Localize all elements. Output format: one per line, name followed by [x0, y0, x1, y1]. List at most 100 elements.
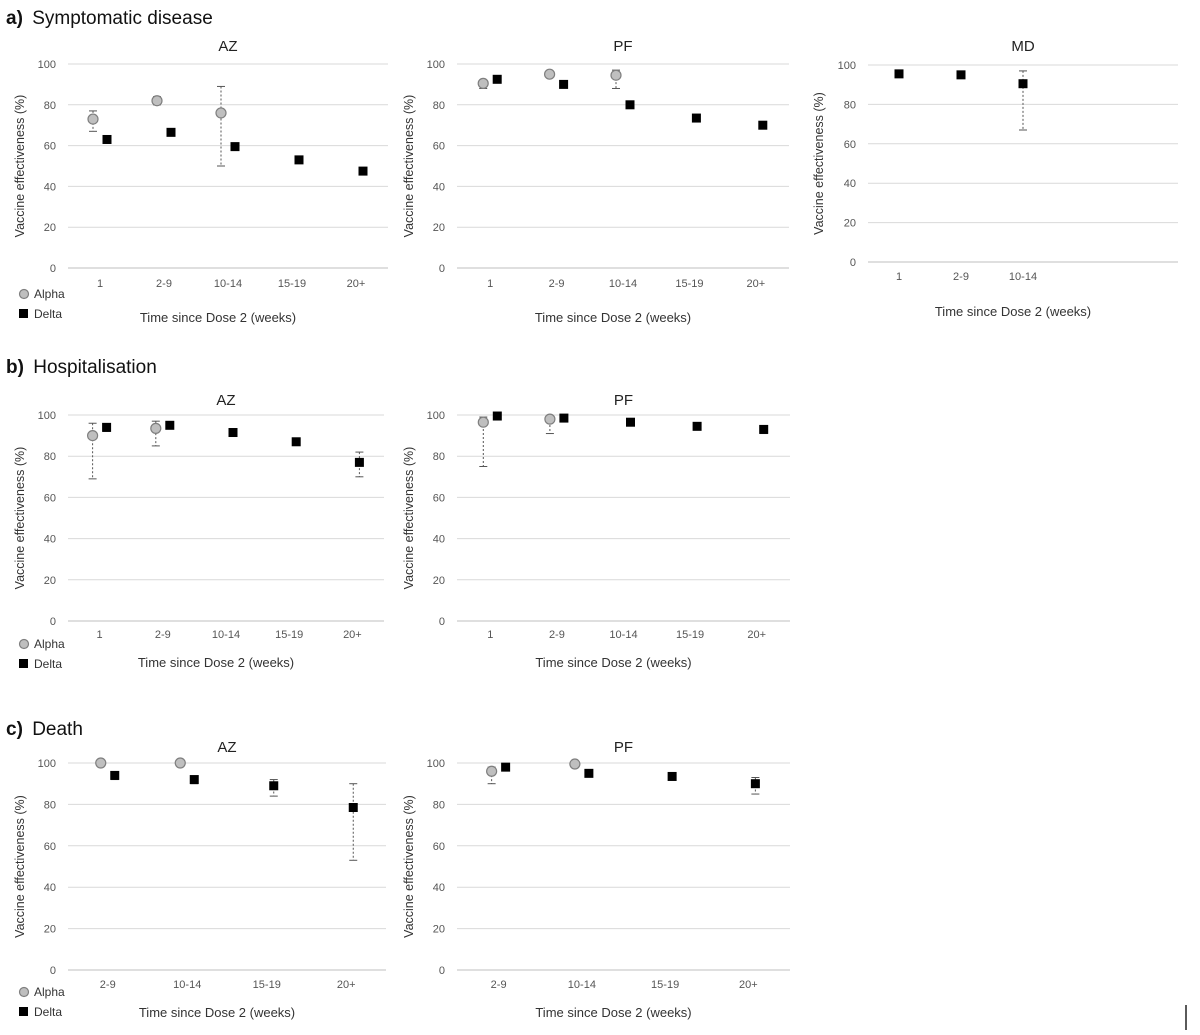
section-title-a: Symptomatic disease — [32, 8, 213, 29]
section-heading-b: b) Hospitalisation — [6, 357, 157, 378]
section-title-b: Hospitalisation — [33, 357, 157, 378]
data-point-alpha — [543, 68, 556, 80]
y-axis-label: Vaccine effectiveness (%) — [13, 795, 27, 938]
y-tick-label: 60 — [44, 141, 56, 153]
x-tick-label: 10-14 — [173, 979, 201, 991]
x-axis-label: Time since Dose 2 (weeks) — [535, 310, 691, 325]
data-point-delta — [110, 770, 120, 780]
y-tick-label: 0 — [50, 263, 56, 275]
data-point-delta — [559, 413, 569, 423]
x-tick-label: 2-9 — [549, 278, 565, 290]
y-tick-label: 60 — [844, 139, 856, 151]
y-tick-label: 80 — [44, 799, 56, 811]
x-tick-label: 2-9 — [156, 278, 172, 290]
data-point-delta — [625, 100, 635, 110]
x-tick-label: 15-19 — [675, 278, 703, 290]
x-tick-label: 10-14 — [609, 278, 637, 290]
y-tick-label: 60 — [44, 492, 56, 504]
y-tick-label: 20 — [433, 924, 445, 936]
x-tick-label: 10-14 — [568, 979, 596, 991]
legend-label: Delta — [34, 1005, 62, 1019]
y-tick-label: 100 — [427, 758, 445, 770]
data-point-alpha — [150, 422, 162, 434]
legend-label: Alpha — [34, 985, 65, 999]
chart-title: AZ — [216, 392, 235, 409]
y-tick-label: 80 — [433, 451, 445, 463]
y-tick-label: 60 — [433, 492, 445, 504]
chart-panel-2: 0 20 40 60 80 100 1 2-9 10-14 MD Vaccine effective… — [812, 38, 1178, 319]
section-letter-a: a) — [6, 8, 23, 29]
y-tick-label: 80 — [844, 99, 856, 111]
y-tick-label: 100 — [427, 410, 445, 422]
x-tick-label: 20+ — [343, 629, 362, 641]
data-point-delta — [584, 768, 594, 778]
data-point-delta — [228, 428, 238, 438]
data-point-delta — [354, 457, 364, 467]
y-tick-label: 40 — [433, 882, 445, 894]
y-tick-label: 40 — [44, 181, 56, 193]
y-tick-label: 20 — [44, 575, 56, 587]
data-point-delta — [667, 771, 677, 781]
y-tick-label: 0 — [439, 965, 445, 977]
x-axis-label: Time since Dose 2 (weeks) — [535, 1005, 691, 1020]
data-point-delta — [626, 417, 635, 427]
section-heading-c: c) Death — [6, 719, 83, 740]
x-tick-label: 2-9 — [953, 271, 969, 283]
chart-panel-6: 0 20 40 60 80 100 2-9 10-14 15-19 20+ PF Vaccine ef… — [402, 739, 790, 1020]
data-point-delta — [501, 762, 511, 772]
y-tick-label: 0 — [50, 965, 56, 977]
y-tick-label: 20 — [44, 924, 56, 936]
data-point-delta — [559, 79, 569, 89]
x-tick-label: 1 — [97, 278, 103, 290]
y-axis-label: Vaccine effectiveness (%) — [402, 95, 416, 238]
x-tick-label: 15-19 — [651, 979, 679, 991]
y-tick-label: 20 — [844, 218, 856, 230]
data-point-alpha — [215, 107, 227, 119]
y-axis-label: Vaccine effectiveness (%) — [402, 447, 416, 590]
x-tick-label: 1 — [896, 271, 902, 283]
x-tick-label: 2-9 — [491, 979, 507, 991]
y-axis-label: Vaccine effectiveness (%) — [402, 795, 416, 938]
legend-label: Delta — [34, 307, 62, 321]
section-letter-c: c) — [6, 719, 23, 740]
x-axis-label: Time since Dose 2 (weeks) — [535, 655, 691, 670]
data-point-delta — [166, 127, 176, 137]
x-tick-label: 15-19 — [275, 629, 303, 641]
data-point-delta — [294, 155, 304, 165]
y-tick-label: 20 — [433, 222, 445, 234]
legend-label: Alpha — [34, 637, 65, 651]
x-tick-label: 20+ — [747, 629, 766, 641]
section-letter-b: b) — [6, 357, 24, 378]
data-point-delta — [189, 775, 199, 785]
x-tick-label: 20+ — [746, 278, 765, 290]
x-tick-label: 10-14 — [1009, 271, 1037, 283]
y-tick-label: 80 — [44, 100, 56, 112]
y-tick-label: 0 — [50, 616, 56, 628]
x-tick-label: 20+ — [347, 278, 366, 290]
section-heading-a: a) Symptomatic disease — [6, 8, 213, 29]
legend-label: Alpha — [34, 287, 65, 301]
chart-panel-4: 0 20 40 60 80 100 1 2-9 10-14 15-19 20+ PF Vaccine e… — [402, 392, 790, 670]
data-point-alpha — [477, 77, 489, 89]
chart-title: PF — [613, 38, 632, 55]
y-tick-label: 80 — [433, 100, 445, 112]
x-tick-label: 15-19 — [278, 278, 306, 290]
data-point-alpha — [544, 413, 556, 425]
data-point-alpha — [174, 757, 186, 769]
data-point-delta — [692, 421, 702, 431]
chart-title: AZ — [217, 739, 236, 756]
data-point-delta — [348, 803, 358, 813]
data-point-delta — [291, 437, 301, 447]
data-point-alpha — [610, 69, 622, 81]
y-tick-label: 80 — [44, 451, 56, 463]
data-point-delta — [230, 142, 240, 152]
chart-title: PF — [614, 392, 633, 409]
y-tick-label: 100 — [38, 758, 56, 770]
x-tick-label: 1 — [97, 629, 103, 641]
y-tick-label: 100 — [427, 59, 445, 71]
y-axis-label: Vaccine effectiveness (%) — [812, 92, 826, 235]
data-point-delta — [956, 70, 966, 80]
chart-panel-1: 0 20 40 60 80 100 1 2-9 10-14 15-19 20+ PF Vaccine e… — [402, 38, 789, 325]
data-point-delta — [1018, 79, 1028, 89]
